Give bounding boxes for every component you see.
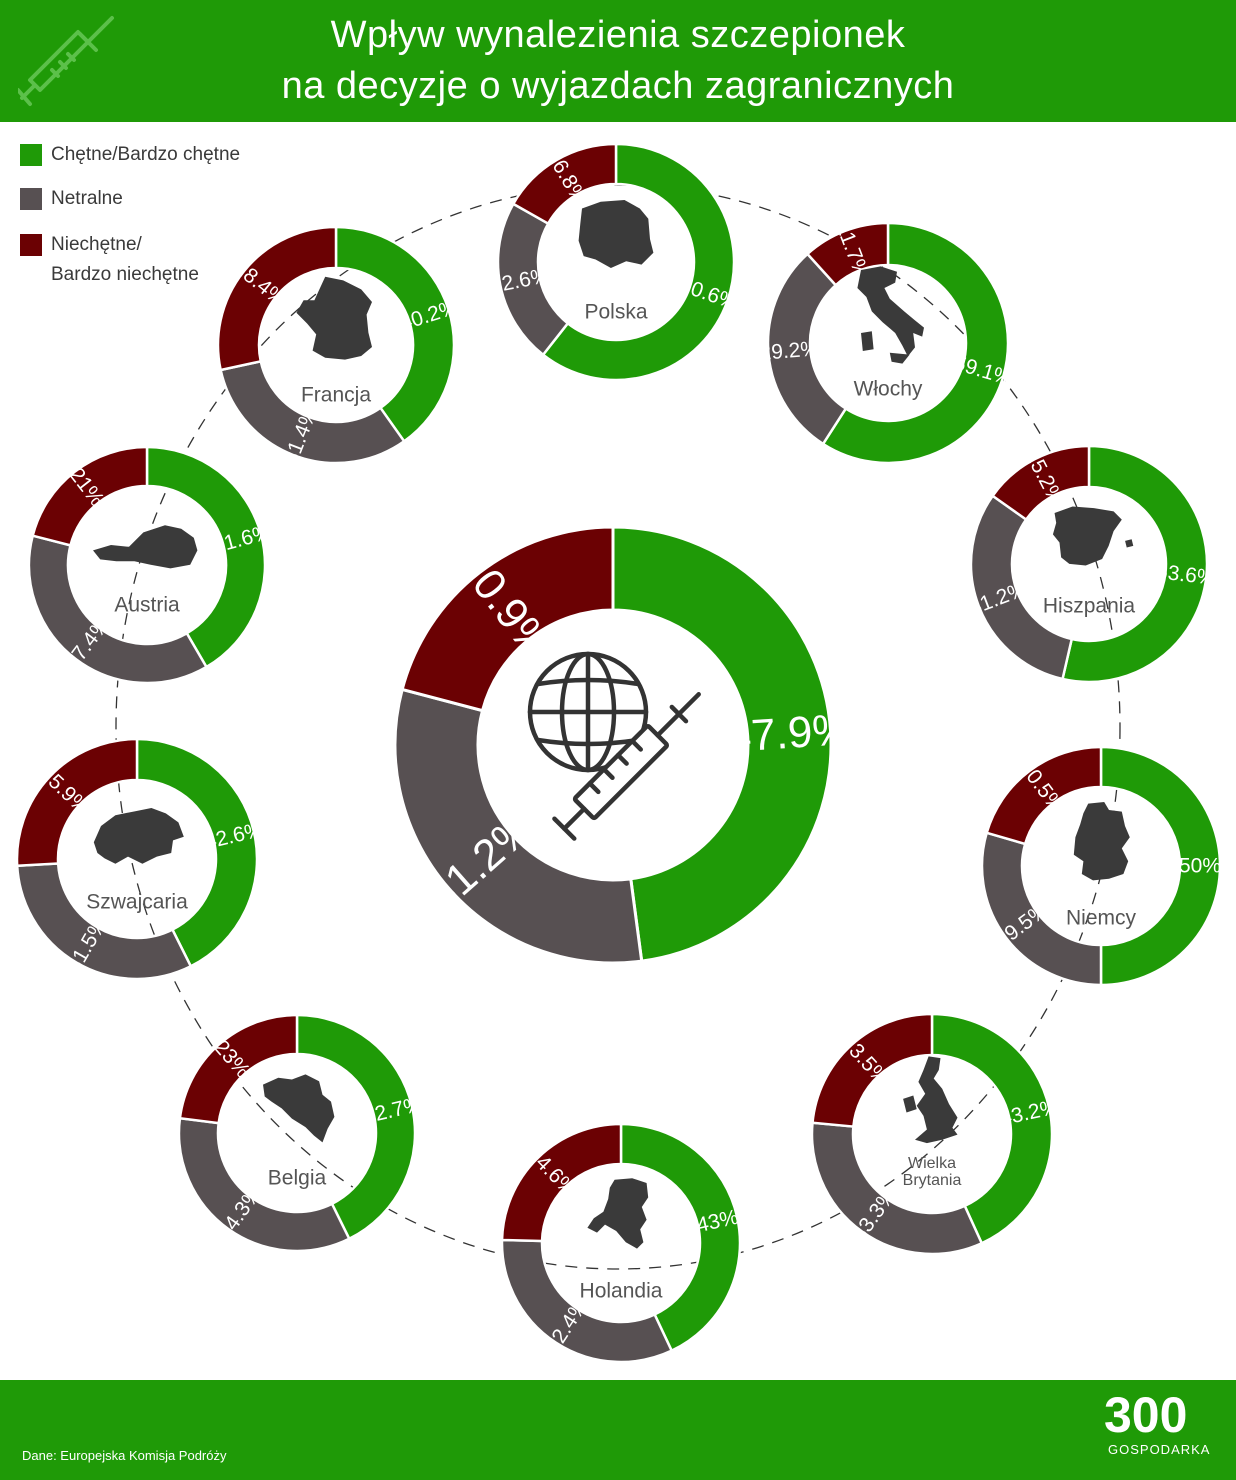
slice-willing — [821, 221, 1010, 465]
brand-logo-number: 300 — [1104, 1387, 1188, 1443]
belgium-map-icon — [263, 1074, 335, 1143]
country-name-label: Austria — [114, 594, 180, 617]
slice-unwilling — [990, 444, 1091, 522]
donut-netherlands: 43%32.4%24.6%Holandia — [500, 1122, 742, 1364]
slice-neutral — [27, 534, 209, 685]
donut-belgium: 42.7%34.3%23%Belgia — [177, 1013, 425, 1253]
slice-willing — [1061, 444, 1209, 684]
legend-label: Chętne/Bardzo chętne — [51, 144, 241, 165]
country-name-label: Hiszpania — [1043, 595, 1136, 618]
austria-map-icon — [93, 525, 198, 569]
slice-willing — [135, 737, 259, 968]
donut-switzerland: 42.6%31.5%25.9%Szwajcaria — [15, 737, 265, 981]
country-name-label: Niemcy — [1066, 907, 1137, 930]
switzerland-map-icon — [93, 808, 184, 864]
slice-unwilling — [805, 221, 890, 287]
donut-overall: 47.9%31.2%20.9% — [393, 525, 853, 965]
slice-willing — [541, 142, 736, 382]
header-banner: Wpływ wynalezienia szczepionek na decyzj… — [0, 0, 1236, 122]
donut-austria: 41.6%37.4%21%Austria — [27, 445, 274, 685]
syringe-icon — [18, 16, 114, 106]
slice-unwilling — [500, 1122, 623, 1243]
donut-france: 40.2%31.4%28.4%Francja — [216, 225, 461, 468]
country-name-label: Brytania — [903, 1172, 962, 1189]
legend-label: Niechętne/ Bardzo niechętne — [51, 234, 199, 285]
slice-unwilling — [811, 1012, 934, 1128]
slice-neutral — [766, 252, 848, 446]
poland-map-icon — [578, 200, 654, 268]
slice-neutral — [219, 359, 406, 465]
slice-willing — [295, 1013, 417, 1241]
donut-spain: 53.6%31.2%15.2%Hiszpania — [966, 444, 1217, 684]
donut-charts: 47.9%31.2%20.9% 60.6%22.6%16.8%Polska59.1… — [15, 142, 1222, 1364]
slice-neutral — [969, 494, 1074, 681]
slice-willing — [930, 1012, 1054, 1245]
country-name-label: Francja — [301, 384, 371, 407]
slice-neutral — [15, 862, 193, 981]
netherlands-map-icon — [587, 1178, 649, 1249]
slice-unwilling — [400, 525, 615, 713]
donut-italy: 59.1%29.2%11.7%Włochy — [759, 219, 1015, 465]
country-name-label: Holandia — [580, 1280, 663, 1303]
legend-swatch-gray — [20, 188, 42, 210]
slice-neutral — [810, 1121, 984, 1256]
slice-unwilling — [178, 1013, 299, 1125]
slice-value-label: 50% — [1179, 855, 1221, 878]
slice-neutral — [500, 1238, 674, 1364]
source-text: Dane: Europejska Komisja Podróży — [22, 1448, 227, 1463]
slice-willing — [611, 525, 833, 963]
globe-syringe-icon — [527, 651, 701, 841]
slice-unwilling — [985, 745, 1103, 846]
slice-neutral — [980, 831, 1103, 987]
page-title: Wpływ wynalezienia szczepionek na decyzj… — [281, 14, 955, 107]
uk-map-icon — [903, 1056, 958, 1144]
legend-swatch-green — [20, 144, 42, 166]
brand-logo-name: GOSPODARKA — [1108, 1442, 1211, 1457]
legend-swatch-red — [20, 234, 42, 256]
slice-willing — [334, 225, 456, 444]
slice-neutral — [393, 687, 644, 965]
slice-unwilling — [216, 225, 338, 372]
slice-willing — [145, 445, 267, 669]
donut-germany: 50%29.5%20.5%Niemcy — [980, 745, 1222, 987]
footer-banner: Dane: Europejska Komisja Podróży 300 GOS… — [0, 1380, 1236, 1480]
donut-poland: 60.6%22.6%16.8%Polska — [488, 142, 741, 382]
country-name-label: Włochy — [854, 378, 923, 401]
slice-willing — [1099, 745, 1222, 987]
country-name-label: Belgia — [268, 1167, 327, 1190]
france-map-icon — [296, 276, 372, 360]
slice-value-label: 29.2% — [759, 337, 820, 365]
country-name-label: Polska — [584, 301, 647, 324]
slice-value-label: 47.9% — [725, 705, 853, 762]
slice-neutral — [177, 1116, 351, 1253]
germany-map-icon — [1073, 802, 1130, 881]
slice-unwilling — [15, 737, 139, 868]
italy-map-icon — [857, 266, 924, 364]
slice-unwilling — [31, 445, 149, 547]
country-name-label: Szwajcaria — [86, 891, 188, 914]
country-name-label: Wielka — [908, 1155, 956, 1172]
slice-willing — [619, 1122, 742, 1353]
spain-map-icon — [1052, 506, 1134, 566]
legend-label: Netralne — [51, 188, 123, 209]
slice-unwilling — [511, 142, 618, 226]
